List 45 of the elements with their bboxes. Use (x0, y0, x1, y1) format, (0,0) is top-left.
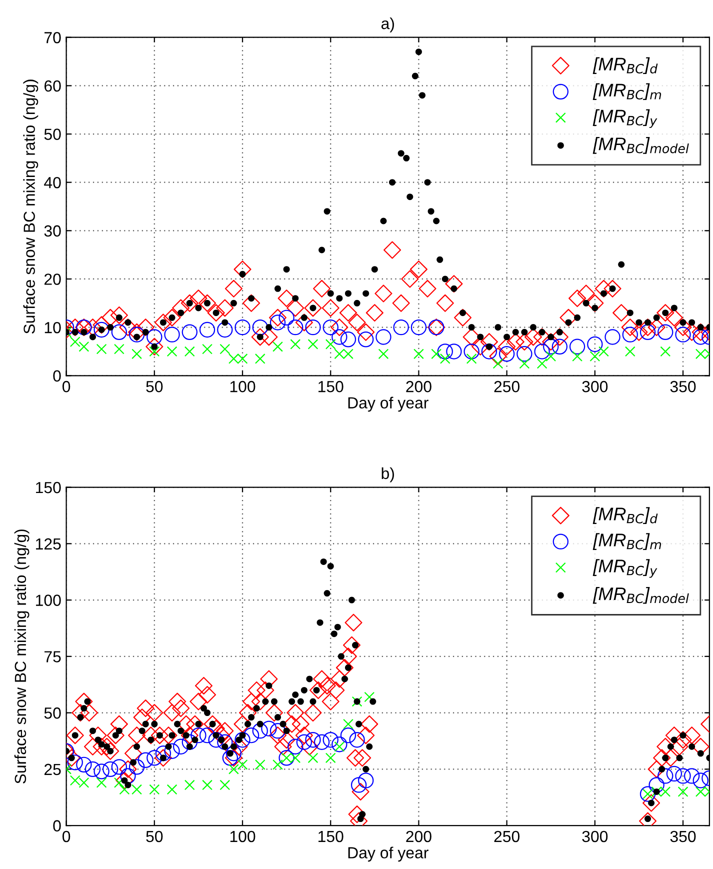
legend-label: [MR$_{BC}$]$_{y}$ (592, 109, 658, 128)
y-tick-label: 70 (44, 32, 61, 44)
x-tick-label: 50 (146, 380, 163, 392)
x-tick-label: 50 (146, 830, 163, 842)
y-tick-label: 30 (44, 225, 61, 237)
x-axis-title: Day of year (348, 846, 428, 862)
legend-label: [MR$_{BC}$]$_{y}$ (592, 559, 658, 578)
legend-label: [MR$_{BC}$]$_{model}$ (592, 586, 689, 604)
x-tick-label: 250 (494, 380, 520, 392)
legend-label: [MR$_{BC}$]$_{m}$ (592, 533, 662, 550)
y-tick-label: 10 (44, 322, 61, 334)
y-tick-label: 100 (36, 594, 61, 606)
x-tick-label: 200 (406, 380, 432, 392)
y-tick-label: 150 (36, 482, 61, 494)
x-tick-label: 150 (318, 380, 344, 392)
y-tick-label: 40 (44, 176, 61, 188)
legend-label: [MR$_{BC}$]$_{model}$ (592, 137, 689, 154)
y-tick-label: 20 (44, 274, 61, 285)
x-tick-label: 0 (62, 380, 70, 392)
y-tick-label: 0 (53, 370, 61, 382)
y-tick-label: 50 (44, 128, 61, 140)
x-tick-label: 250 (494, 830, 520, 842)
y-tick-label: 125 (36, 538, 61, 550)
y-tick-label: 60 (44, 80, 61, 92)
y-axis-title: Surface snow BC mixing ratio (ng/g) (14, 530, 30, 784)
y-tick-label: 25 (44, 764, 61, 776)
x-tick-label: 0 (62, 830, 70, 842)
y-tick-label: 75 (44, 651, 61, 662)
chart-title: b) (382, 467, 394, 482)
chart-title: a) (381, 17, 394, 32)
y-tick-label: 0 (53, 820, 61, 832)
x-tick-label: 350 (670, 830, 696, 842)
x-axis-title: Day of year (348, 396, 428, 412)
legend-label: [MR$_{BC}$]$_{d}$ (592, 507, 658, 524)
x-tick-label: 300 (582, 830, 608, 842)
y-axis-title: Surface snow BC mixing ratio (ng/g) (23, 80, 38, 334)
x-tick-label: 100 (230, 830, 256, 842)
legend-label: [MR$_{BC}$]$_{m}$ (592, 83, 662, 100)
y-tick-label: 50 (44, 707, 61, 719)
x-tick-label: 150 (318, 830, 344, 842)
x-tick-label: 100 (230, 380, 256, 392)
x-tick-label: 200 (406, 830, 432, 842)
legend-label: [MR$_{BC}$]$_{d}$ (592, 57, 658, 74)
x-tick-label: 350 (670, 380, 696, 392)
x-tick-label: 300 (582, 380, 608, 392)
